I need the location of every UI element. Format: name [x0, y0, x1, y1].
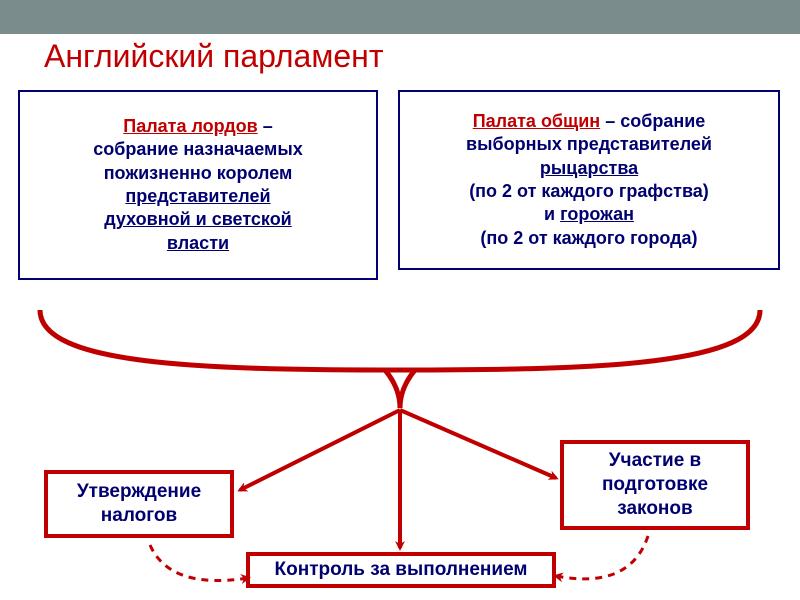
brace-left	[40, 310, 400, 370]
laws-text: Участие в подготовке законов	[602, 449, 708, 520]
arrow-to-taxes	[240, 410, 400, 490]
page-title: Английский парламент	[44, 38, 383, 75]
control-box: Контроль за выполнением	[246, 552, 556, 588]
lords-text: Палата лордов – собрание назначаемых пож…	[93, 115, 303, 255]
dashed-laws-to-control	[556, 536, 648, 579]
laws-box: Участие в подготовке законов	[560, 440, 750, 530]
arrow-to-laws	[400, 410, 556, 478]
commons-term: Палата общин	[473, 111, 600, 131]
taxes-box: Утверждение налогов	[44, 470, 234, 538]
commons-text: Палата общин – собрание выборных предста…	[466, 110, 712, 250]
lords-box: Палата лордов – собрание назначаемых пож…	[18, 90, 378, 280]
brace-right	[400, 310, 760, 370]
taxes-text: Утверждение налогов	[77, 480, 201, 528]
commons-box: Палата общин – собрание выборных предста…	[398, 90, 780, 270]
dashed-taxes-to-control	[150, 545, 248, 581]
control-text: Контроль за выполнением	[275, 558, 528, 582]
lords-term: Палата лордов	[123, 116, 257, 136]
brace-tip	[385, 370, 415, 408]
top-bar	[0, 0, 800, 34]
